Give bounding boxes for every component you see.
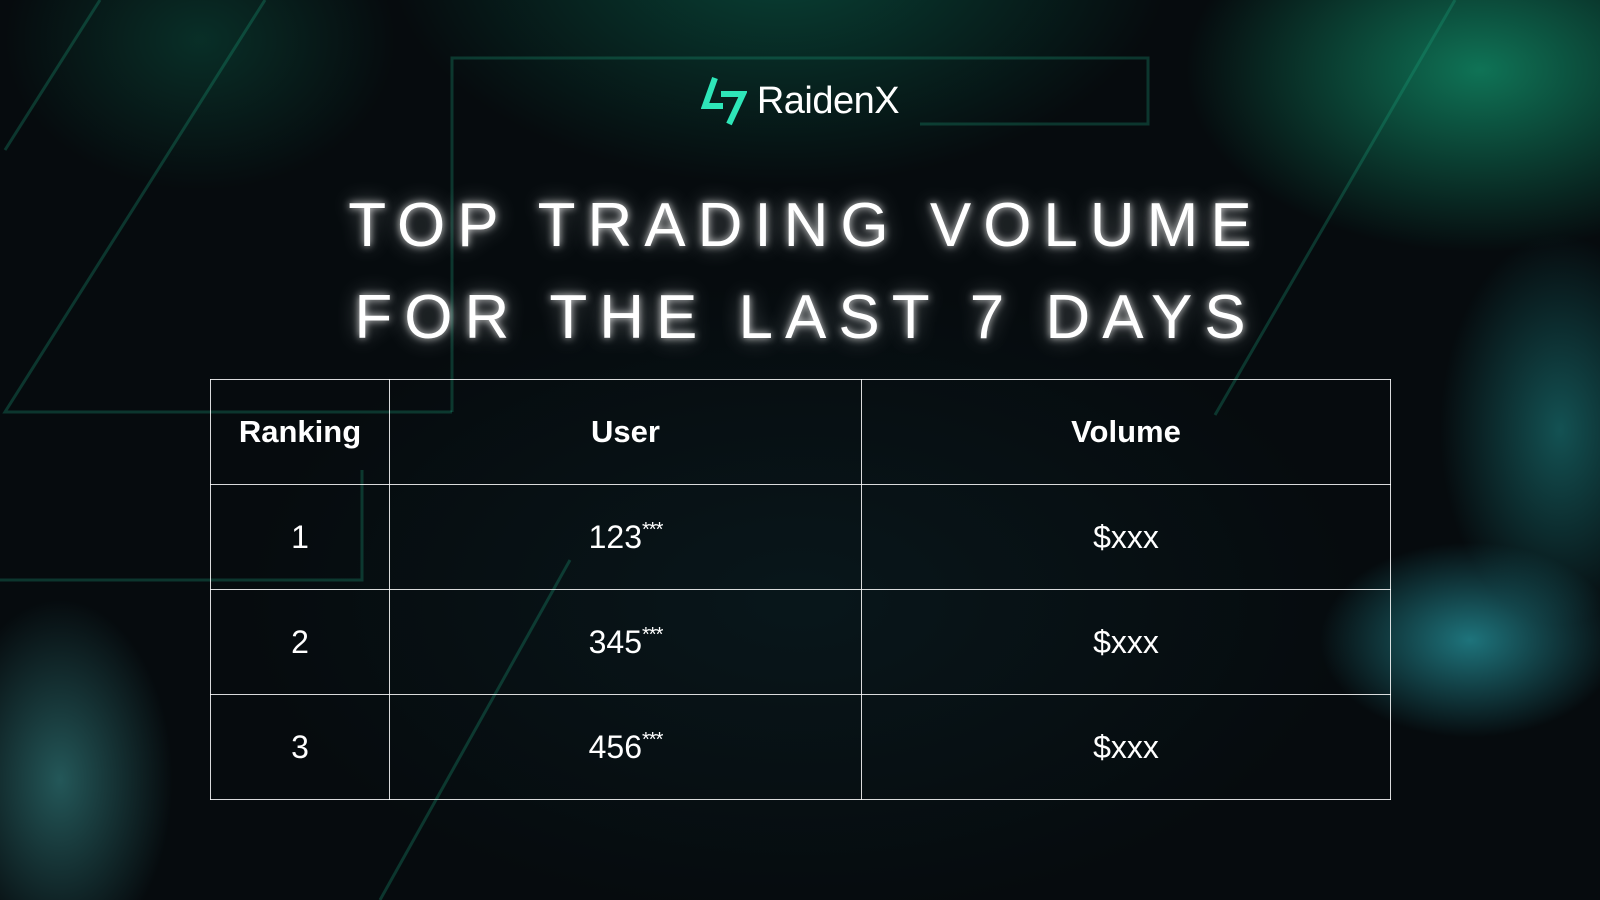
header-ranking: Ranking [210,379,390,485]
header-volume: Volume [861,379,1391,485]
table-row: 3 456*** $xxx [210,694,1391,800]
title-line-1: TOP TRADING VOLUME [348,191,1264,260]
rank-cell: 3 [210,694,390,800]
rank-cell: 1 [210,484,390,590]
user-id: 123 [588,518,643,555]
brand-name: RaidenX [756,79,900,122]
header-user: User [389,379,862,485]
user-mask: *** [642,728,663,751]
user-id: 456 [588,728,643,765]
user-cell: 345*** [389,589,862,695]
raidenx-logo-icon [700,76,747,126]
volume-cell: $xxx [861,589,1391,695]
table-row: 2 345*** $xxx [210,589,1391,695]
user-cell: 123*** [389,484,862,590]
volume-cell: $xxx [861,694,1391,800]
rank-cell: 2 [210,589,390,695]
user-mask: *** [642,623,663,646]
leaderboard-table: Ranking User Volume 1 123*** $xxx 2 345*… [210,379,1391,800]
user-id: 345 [588,623,643,660]
table-row: 1 123*** $xxx [210,484,1391,590]
title-line-2: FOR THE LAST 7 DAYS [354,283,1258,352]
brand-logo: RaidenX [0,76,1600,126]
user-mask: *** [642,518,663,541]
table-header-row: Ranking User Volume [210,379,1391,485]
user-cell: 456*** [389,694,862,800]
volume-cell: $xxx [861,484,1391,590]
page-title: TOP TRADING VOLUME FOR THE LAST 7 DAYS [0,180,1600,364]
